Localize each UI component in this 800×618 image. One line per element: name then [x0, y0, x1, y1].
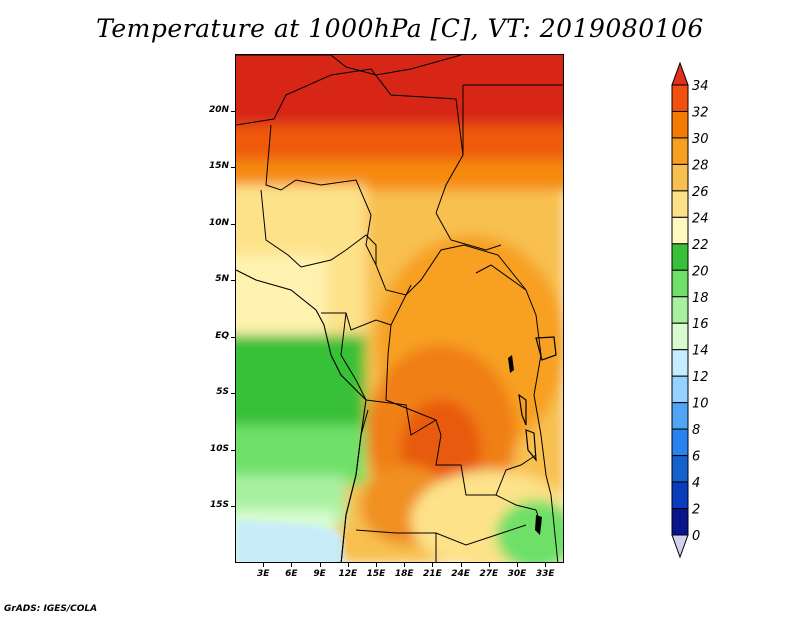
y-tick — [231, 506, 235, 508]
temperature-map — [235, 54, 564, 563]
map-title: Temperature at 1000hPa [C], VT: 20190801… — [96, 14, 704, 43]
colorbar-cell — [671, 296, 689, 324]
colorbar-label: 16 — [692, 317, 709, 332]
colorbar-label: 14 — [692, 344, 709, 359]
x-tick — [432, 563, 434, 567]
y-tick — [231, 223, 235, 225]
colorbar-cell — [671, 375, 689, 404]
x-tick — [545, 563, 547, 567]
y-tick-label: 10S — [209, 443, 229, 454]
colorbar-cell — [671, 481, 689, 510]
y-tick — [231, 280, 235, 282]
colorbar-label: 4 — [692, 476, 700, 491]
colorbar-label: 10 — [692, 397, 709, 412]
y-tick — [231, 336, 235, 338]
x-tick-label: 12E — [338, 569, 358, 579]
colorbar-cell — [671, 349, 689, 377]
colorbar-cell — [671, 455, 689, 483]
x-tick-label: 9E — [313, 569, 326, 579]
colorbar-cell — [671, 428, 689, 457]
colorbar-label: 12 — [692, 370, 709, 385]
x-tick — [263, 563, 265, 567]
colorbar-bottom-triangle — [671, 534, 689, 559]
colorbar-label: 30 — [692, 132, 709, 147]
x-tick — [460, 563, 462, 567]
y-tick-label: 20N — [208, 104, 229, 115]
colorbar-cell — [671, 190, 689, 218]
colorbar-label: 22 — [692, 238, 709, 253]
y-tick-label: 5N — [215, 274, 229, 285]
colorbar-label: 2 — [692, 503, 700, 518]
y-tick-label: 5S — [216, 387, 229, 398]
colorbar-label: 0 — [692, 529, 700, 544]
map-svg — [236, 55, 563, 562]
x-tick — [319, 563, 321, 567]
colorbar-cell — [671, 402, 689, 430]
x-tick — [488, 563, 490, 567]
y-tick — [231, 110, 235, 112]
y-tick — [231, 167, 235, 169]
colorbar-label: 26 — [692, 185, 709, 200]
colorbar-label: 6 — [692, 450, 700, 465]
colorbar-cell — [671, 110, 689, 139]
x-tick-label: 24E — [451, 569, 470, 579]
colorbar-label: 24 — [692, 211, 709, 226]
colorbar-cell — [671, 508, 689, 536]
colorbar-label: 32 — [692, 105, 709, 120]
colorbar-cell — [671, 84, 689, 112]
colorbar-label: 28 — [692, 158, 709, 173]
x-tick — [291, 563, 293, 567]
colorbar-label: 8 — [692, 423, 700, 438]
x-tick-label: 30E — [507, 569, 527, 579]
hot-band-north — [236, 55, 563, 135]
colorbar-cell — [671, 243, 689, 271]
colorbar-cell — [671, 269, 689, 298]
x-tick — [376, 563, 377, 567]
colorbar-label: 18 — [692, 291, 709, 306]
colorbar-cell — [671, 216, 689, 245]
x-tick-label: 27E — [479, 569, 499, 579]
x-tick — [517, 563, 518, 567]
colorbar-cell — [671, 163, 689, 192]
x-tick-label: 6E — [285, 569, 298, 579]
x-tick — [404, 563, 406, 567]
y-tick-label: 10N — [208, 217, 229, 228]
x-tick-label: 33E — [535, 569, 555, 579]
x-tick — [347, 563, 349, 567]
coastline — [236, 269, 367, 562]
x-tick-label: 21E — [423, 569, 442, 579]
credit-text: GrADS: IGES/COLA — [4, 604, 98, 614]
y-tick — [231, 449, 235, 451]
x-tick-label: 3E — [256, 569, 270, 579]
y-tick — [231, 393, 235, 395]
colorbar-top-triangle — [671, 61, 689, 86]
x-tick-label: 15E — [366, 569, 386, 579]
colorbar-cell — [671, 137, 689, 165]
colorbar-label: 34 — [692, 79, 709, 94]
y-tick-label: EQ — [215, 330, 229, 341]
lake-icon — [508, 355, 514, 373]
y-tick-label: 15N — [208, 161, 229, 172]
colorbar-label: 20 — [692, 264, 709, 279]
x-tick-label: 18E — [394, 569, 414, 579]
y-tick-label: 15S — [209, 500, 229, 511]
country-borders — [236, 55, 563, 562]
colorbar-cell — [671, 322, 689, 351]
